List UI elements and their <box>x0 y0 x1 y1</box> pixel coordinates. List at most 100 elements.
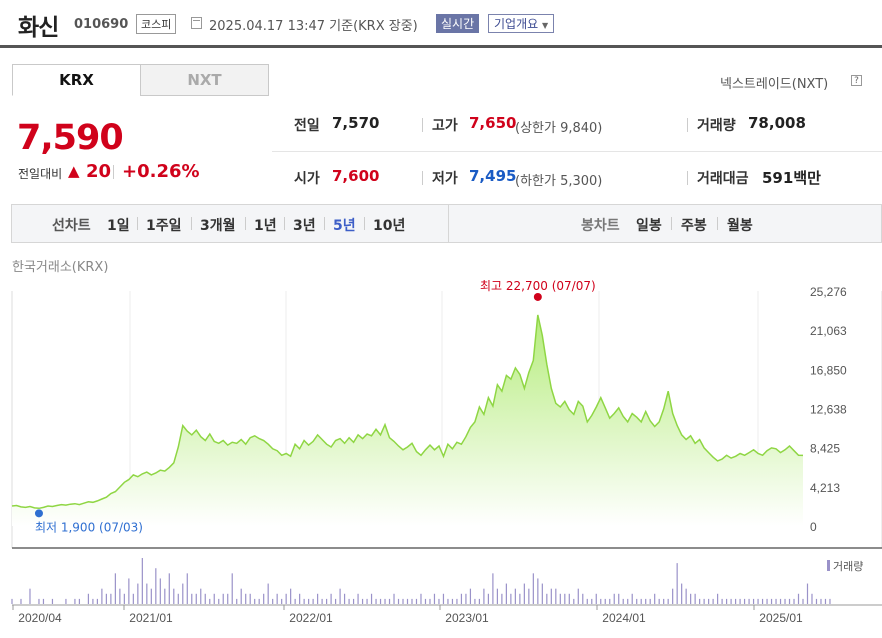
volume-bar <box>186 573 188 604</box>
volume-bar <box>510 593 512 604</box>
trade-amount-unit: 백만 <box>793 169 821 187</box>
change-label: 전일대비 <box>18 167 63 181</box>
volume-bar <box>366 598 368 604</box>
volume-bars: 거래량 <box>11 558 863 604</box>
volume-bar <box>739 598 741 604</box>
period-3m[interactable]: 3개월 <box>200 218 236 234</box>
volume-bar <box>487 593 489 604</box>
volume-bar <box>29 588 31 604</box>
volume-bar <box>191 593 193 604</box>
period-1w[interactable]: 1주일 <box>146 218 182 234</box>
divider <box>448 205 449 242</box>
open-value: 7,600 <box>332 167 380 185</box>
volume-value: 78,008 <box>748 114 806 132</box>
volume-bar <box>663 598 665 604</box>
volume-bar <box>164 588 166 604</box>
x-tick-label: 2024/01 <box>602 611 646 625</box>
volume-bar <box>101 588 103 604</box>
volume-bar <box>222 593 224 604</box>
max-point <box>533 292 542 301</box>
volume-bar <box>613 593 615 604</box>
volume-bar <box>451 598 454 604</box>
volume-bar <box>249 593 251 604</box>
volume-bar <box>209 598 211 604</box>
volume-bar <box>11 598 13 604</box>
period-1d[interactable]: 1일 <box>107 218 130 234</box>
company-overview-label: 기업개요 <box>494 17 539 31</box>
company-overview-dropdown[interactable]: 기업개요 ▼ <box>488 14 555 33</box>
x-axis: 2020/04 2021/01 2022/01 2023/01 2024/01 2025/… <box>12 604 882 625</box>
volume-bar <box>622 598 624 604</box>
volume-bar <box>676 563 678 604</box>
volume-bar <box>406 598 409 604</box>
candle-daily[interactable]: 일봉 <box>636 218 662 234</box>
volume-bar <box>411 598 413 604</box>
volume-bar <box>218 598 220 604</box>
volume-bar <box>469 588 472 604</box>
volume-bar <box>456 598 458 604</box>
tab-nxt[interactable]: NXT <box>140 64 269 96</box>
volume-bar <box>51 598 54 604</box>
volume-bar <box>815 598 818 604</box>
upper-limit: (상한가 9,840) <box>515 121 603 136</box>
up-arrow-icon: ▲ <box>68 162 80 180</box>
volume-bar <box>568 593 570 604</box>
volume-bar <box>96 598 98 604</box>
volume-bar <box>460 593 463 604</box>
low-value: 7,495 <box>469 167 517 185</box>
divider <box>717 217 718 230</box>
period-3y[interactable]: 3년 <box>293 218 316 234</box>
volume-bar <box>384 598 386 604</box>
volume-bar <box>532 573 534 604</box>
volume-bar <box>743 598 746 604</box>
volume-bar <box>775 598 777 604</box>
chart-period-bar <box>11 204 882 243</box>
volume-bar <box>177 593 179 604</box>
current-price: 7,590 <box>17 118 124 158</box>
volume-bar <box>204 593 206 604</box>
candle-monthly[interactable]: 월봉 <box>727 218 753 234</box>
divider <box>687 118 688 132</box>
company-name: 화신 <box>18 15 59 41</box>
volume-bar <box>388 598 391 604</box>
volume-bar <box>649 598 651 604</box>
volume-bar <box>802 598 804 604</box>
volume-label: 거래량 <box>697 118 736 134</box>
x-tick-label: 2021/01 <box>129 611 173 625</box>
candle-weekly[interactable]: 주봉 <box>681 218 707 234</box>
chevron-down-icon: ▼ <box>542 21 549 30</box>
volume-bar <box>281 598 283 604</box>
volume-bar <box>559 593 561 604</box>
volume-bar <box>811 593 813 604</box>
volume-bar <box>690 593 692 604</box>
volume-bar <box>429 598 431 604</box>
prev-close-value: 7,570 <box>332 114 380 132</box>
nextrade-link[interactable]: 넥스트레이드(NXT) <box>720 77 829 92</box>
volume-bar <box>168 573 170 604</box>
volume-bar <box>806 583 809 604</box>
volume-bar <box>761 598 764 604</box>
volume-bar <box>712 598 714 604</box>
chart-markers: 최고 22,700 (07/07) 최저 1,900 (07/03) <box>34 280 596 534</box>
volume-bar <box>236 598 238 604</box>
volume-bar <box>784 598 786 604</box>
volume-bar <box>797 593 800 604</box>
volume-bar <box>245 593 247 604</box>
help-icon[interactable]: ? <box>851 75 862 86</box>
price-line <box>11 314 804 510</box>
period-5y[interactable]: 5년 <box>333 218 356 234</box>
volume-bar <box>708 598 710 604</box>
candle-chart-label: 봉차트 <box>581 218 620 234</box>
volume-bar <box>474 598 476 604</box>
volume-bar <box>352 598 355 604</box>
divider <box>687 171 688 185</box>
volume-bar <box>65 598 67 604</box>
period-10y[interactable]: 10년 <box>373 218 406 234</box>
period-1y[interactable]: 1년 <box>254 218 277 234</box>
volume-bar <box>636 598 638 604</box>
tab-krx[interactable]: KRX <box>12 64 141 96</box>
realtime-button[interactable]: 실시간 <box>436 14 480 33</box>
min-point <box>34 509 43 518</box>
volume-bar <box>393 593 395 604</box>
high-value: 7,650 <box>469 114 517 132</box>
